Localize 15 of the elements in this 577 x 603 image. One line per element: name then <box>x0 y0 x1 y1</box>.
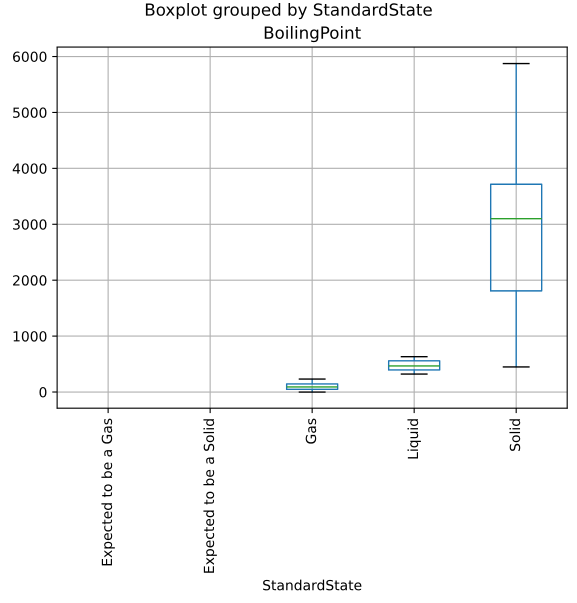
y-tick-label: 0 <box>39 386 46 398</box>
x-tick-label: Expected to be a Gas <box>101 418 115 566</box>
x-tick-label: Solid <box>509 419 520 451</box>
x-tick-label: Liquid <box>407 419 421 458</box>
x-tick-label: Expected to be a Solid <box>203 419 217 573</box>
x-tick-label: Gas <box>306 418 316 444</box>
chart-title: Boxplot grouped by StandardState <box>146 3 432 20</box>
y-tick-label: 3000 <box>13 219 46 230</box>
y-tick-label: 2000 <box>13 275 46 286</box>
chart-subtitle: BoilingPoint <box>264 26 361 42</box>
y-tick-label: 1000 <box>14 331 46 342</box>
y-tick-label: 5000 <box>13 107 46 118</box>
y-tick-label: 4000 <box>12 163 46 174</box>
x-axis-title: StandardState <box>263 580 362 590</box>
y-tick-label: 6000 <box>13 52 46 62</box>
